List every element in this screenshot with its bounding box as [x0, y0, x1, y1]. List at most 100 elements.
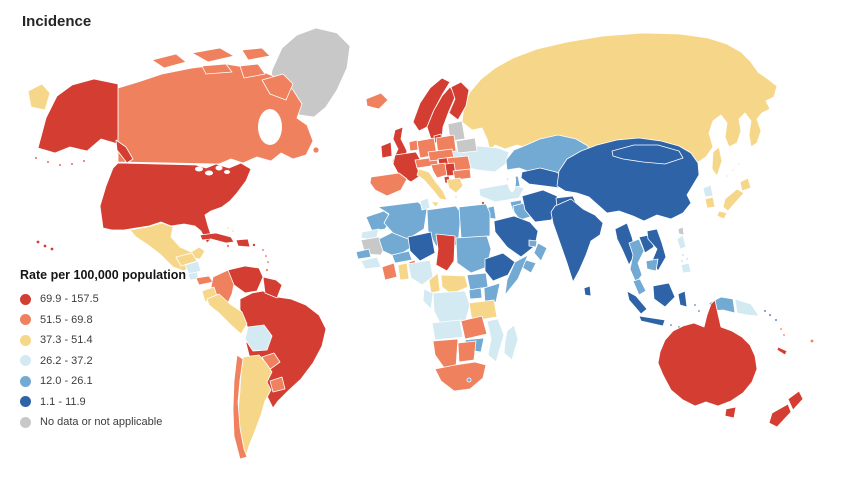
region-hawaii[interactable]	[35, 239, 55, 252]
region-lesser-antilles[interactable]	[261, 248, 270, 264]
legend-label: 51.5 - 69.8	[40, 313, 93, 326]
region-sri-lanka[interactable]	[583, 285, 592, 297]
region-vanuatu[interactable]	[779, 327, 786, 337]
legend: Rate per 100,000 population 69.9 - 157.5…	[20, 268, 186, 437]
region-tanzania[interactable]	[468, 299, 498, 322]
region-north-korea[interactable]	[702, 184, 714, 198]
region-vietnam[interactable]	[646, 228, 667, 272]
legend-label: 37.3 - 51.4	[40, 334, 93, 346]
region-cote-divoire[interactable]	[381, 262, 398, 281]
region-kuril-islands[interactable]	[725, 162, 741, 178]
region-australia[interactable]	[657, 299, 758, 407]
region-new-zealand[interactable]	[768, 390, 804, 428]
legend-swatch-icon	[20, 293, 31, 305]
region-saudi-arabia[interactable]	[493, 215, 539, 258]
region-croatia-bosnia[interactable]	[430, 162, 448, 179]
region-japan[interactable]	[716, 177, 752, 220]
region-cuba[interactable]	[199, 232, 235, 244]
region-nicaragua[interactable]	[184, 260, 202, 275]
region-cameroon[interactable]	[428, 272, 441, 294]
region-sakhalin[interactable]	[711, 146, 723, 177]
region-chile[interactable]	[232, 354, 248, 460]
region-benelux[interactable]	[408, 139, 419, 152]
region-norway[interactable]	[412, 77, 451, 132]
region-italy[interactable]	[416, 168, 448, 201]
region-philippines[interactable]	[676, 234, 692, 274]
legend-swatch-icon	[20, 375, 31, 387]
region-mozambique[interactable]	[486, 318, 505, 363]
region-congo-gabon[interactable]	[422, 288, 434, 310]
region-hispaniola[interactable]	[235, 238, 251, 248]
region-south-korea[interactable]	[704, 196, 716, 209]
region-somalia[interactable]	[504, 254, 529, 296]
region-jamaica[interactable]	[225, 243, 230, 248]
region-chad[interactable]	[435, 233, 456, 272]
region-ghana[interactable]	[397, 262, 410, 281]
region-venezuela[interactable]	[227, 265, 264, 294]
region-taiwan[interactable]	[677, 226, 685, 236]
region-namibia[interactable]	[432, 338, 459, 370]
region-india[interactable]	[550, 198, 604, 283]
region-oman[interactable]	[533, 242, 548, 262]
region-guinea[interactable]	[360, 256, 382, 270]
region-algeria[interactable]	[377, 201, 428, 240]
region-cambodia[interactable]	[645, 258, 659, 272]
region-tasmania[interactable]	[724, 406, 737, 419]
region-senegal[interactable]	[355, 248, 372, 260]
region-thailand[interactable]	[628, 238, 645, 284]
region-ireland[interactable]	[380, 141, 393, 159]
region-bolivia[interactable]	[244, 324, 273, 352]
region-ethiopia[interactable]	[484, 252, 516, 282]
region-bulgaria[interactable]	[452, 168, 472, 181]
region-madagascar[interactable]	[503, 324, 519, 361]
region-solomon-islands[interactable]	[763, 309, 778, 322]
region-alaska-panhandle[interactable]	[115, 139, 134, 164]
region-argentina[interactable]	[237, 354, 273, 457]
region-uganda[interactable]	[468, 287, 483, 300]
region-canada-arctic[interactable]	[151, 47, 294, 101]
region-uae[interactable]	[528, 239, 538, 248]
region-nigeria[interactable]	[407, 259, 434, 286]
region-iceland[interactable]	[365, 92, 389, 110]
region-usa[interactable]	[99, 162, 252, 244]
region-guyanas[interactable]	[262, 276, 283, 299]
region-south-africa[interactable]	[434, 361, 487, 392]
region-puerto-rico[interactable]	[251, 242, 256, 247]
great-lakes-water	[224, 170, 230, 174]
region-fiji[interactable]	[809, 338, 815, 344]
region-chukotka-wrap[interactable]	[27, 83, 51, 111]
region-zambia[interactable]	[460, 315, 488, 340]
caspian-sea-water	[508, 170, 516, 192]
region-malaysia[interactable]	[632, 278, 647, 296]
region-greece[interactable]	[446, 177, 464, 194]
region-trinidad[interactable]	[265, 268, 269, 272]
region-kenya[interactable]	[483, 282, 501, 306]
region-egypt[interactable]	[458, 203, 491, 239]
region-central-african-republic[interactable]	[440, 274, 469, 295]
region-niger[interactable]	[407, 231, 436, 262]
region-bahamas[interactable]	[226, 226, 235, 233]
region-finland[interactable]	[448, 81, 470, 121]
region-burkina-faso[interactable]	[391, 250, 413, 264]
region-belarus[interactable]	[455, 137, 478, 154]
region-botswana[interactable]	[457, 340, 477, 363]
region-lesotho[interactable]	[466, 377, 472, 383]
great-lakes-water	[205, 170, 213, 176]
region-aleutian-islands[interactable]	[34, 156, 86, 167]
region-panama[interactable]	[195, 275, 214, 286]
region-angola[interactable]	[431, 319, 464, 341]
region-new-caledonia[interactable]	[776, 346, 788, 356]
legend-swatch-icon	[20, 396, 31, 407]
legend-label: 1.1 - 11.9	[40, 395, 86, 408]
region-newfoundland[interactable]	[312, 146, 320, 154]
region-sicily[interactable]	[430, 201, 440, 208]
region-peru[interactable]	[206, 293, 248, 335]
region-tunisia[interactable]	[419, 197, 431, 211]
region-mongolia[interactable]	[611, 144, 684, 165]
region-alaska[interactable]	[37, 78, 119, 154]
region-spain-portugal[interactable]	[369, 172, 408, 197]
legend-item: 26.2 - 37.2	[20, 355, 186, 367]
region-crete[interactable]	[454, 195, 458, 199]
region-papua-new-guinea[interactable]	[734, 298, 760, 317]
region-uruguay[interactable]	[269, 376, 286, 393]
